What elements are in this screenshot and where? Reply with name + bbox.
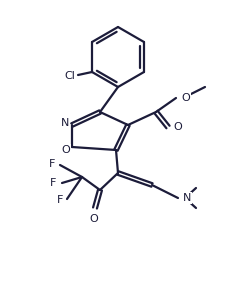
Text: Cl: Cl	[65, 71, 75, 81]
Text: N: N	[61, 118, 69, 128]
Text: O: O	[62, 145, 70, 155]
Text: F: F	[50, 178, 56, 188]
Text: F: F	[49, 159, 55, 169]
Text: O: O	[90, 214, 98, 224]
Text: N: N	[183, 193, 191, 203]
Text: O: O	[181, 93, 190, 103]
Text: O: O	[173, 122, 182, 132]
Text: F: F	[57, 195, 63, 205]
